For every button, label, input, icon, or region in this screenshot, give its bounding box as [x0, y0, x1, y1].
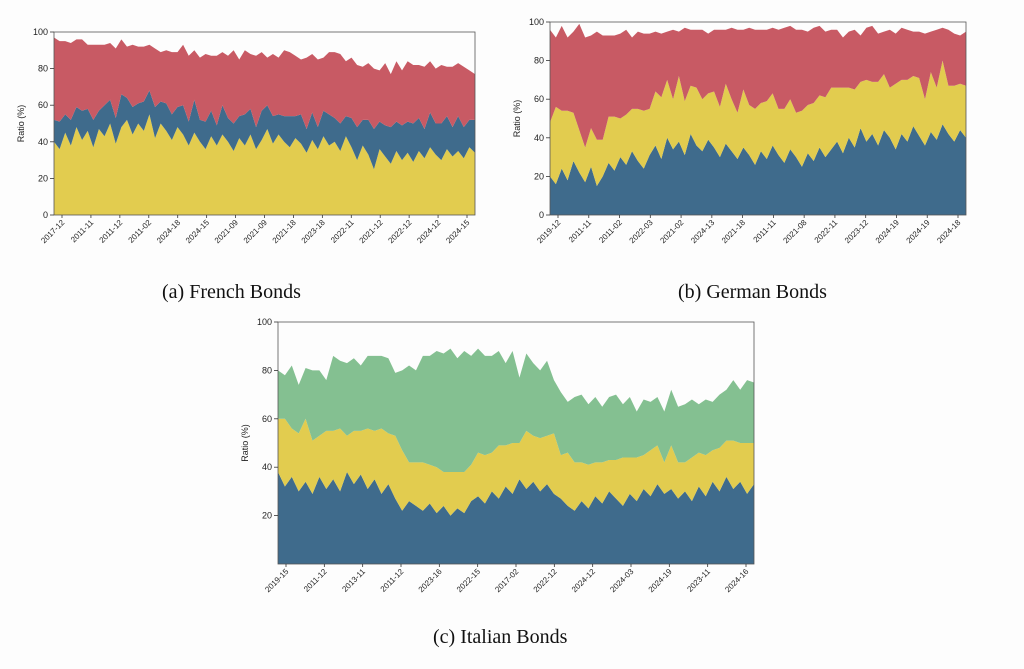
x-tick-label: 2024-16 — [723, 567, 751, 595]
y-tick-label: 60 — [262, 414, 272, 424]
area-series-blue — [278, 472, 754, 564]
x-tick-label: 2024-12 — [570, 567, 598, 595]
y-tick-label: 60 — [38, 100, 48, 110]
figure-german-bonds: 0 20 40 60 80 100 Ratio (%) 2019-12 2011-11 2011-… — [500, 0, 1024, 310]
area-series-red — [550, 23, 966, 148]
x-tick-label: 2019-12 — [535, 218, 563, 246]
x-tick-label: 2022-12 — [532, 567, 560, 595]
x-tick-label: 2019-15 — [263, 567, 291, 595]
x-tick-label: 2021-09 — [242, 218, 270, 246]
x-tick-label: 2022-12 — [386, 218, 414, 246]
x-tick-label: 2011-11 — [69, 218, 96, 245]
x-tick-label: 2024-13 — [689, 218, 717, 246]
x-tick-label: 2022-03 — [628, 218, 656, 246]
y-axis-label: Ratio (%) — [512, 100, 522, 138]
plot-frame — [549, 21, 967, 216]
figure-french-bonds: 0 20 40 60 80 100 Ratio (%) 2017-12 2011-11 2011-… — [0, 0, 500, 310]
x-tick-label: 2017-02 — [493, 567, 521, 595]
figure-italian-bonds: 20 40 60 80 100 Ratio (%) 2019-15 2011-12 2013-1… — [0, 310, 1024, 669]
x-tick-label: 2024-18 — [155, 218, 183, 246]
y-tick-label: 60 — [534, 94, 544, 104]
x-tick-label: 2013-11 — [340, 567, 367, 594]
y-tick-label: 100 — [257, 317, 272, 327]
y-tick-label: 20 — [534, 171, 544, 181]
x-tick-label: 2023-12 — [843, 218, 871, 246]
x-tick-label: 2024-19 — [647, 567, 675, 595]
x-tick-label: 2024-18 — [935, 218, 963, 246]
x-tick-label: 2017-12 — [39, 218, 67, 246]
x-tick-label: 2023-18 — [300, 218, 328, 246]
x-tick-label: 2011-12 — [379, 567, 406, 594]
x-tick-label: 2023-16 — [417, 567, 445, 595]
plot-area — [54, 37, 475, 215]
x-tick-label: 2022-11 — [813, 218, 840, 245]
x-tick-label: 2023-11 — [685, 567, 712, 594]
x-tick-label: 2024-15 — [184, 218, 212, 246]
y-tick-label: 100 — [33, 27, 48, 37]
caption-italian-bonds: (c) Italian Bonds — [433, 626, 568, 648]
x-tick-label: 2024-15 — [444, 218, 472, 246]
y-axis-label: Ratio (%) — [240, 424, 250, 462]
x-tick-label: 2021-02 — [658, 218, 686, 246]
area-series-blue — [550, 124, 966, 215]
area-series-green — [278, 348, 754, 473]
y-tick-label: 20 — [38, 173, 48, 183]
area-series-yellow — [278, 418, 754, 516]
y-tick-label: 80 — [38, 64, 48, 74]
x-tick-label: 2021-18 — [720, 218, 748, 246]
caption-german-bonds: (b) German Bonds — [678, 281, 827, 303]
x-tick-label: 2011-11 — [752, 218, 779, 245]
area-series-yellow — [550, 60, 966, 187]
y-tick-label: 40 — [262, 462, 272, 472]
x-tick-label: 2024-03 — [608, 567, 636, 595]
y-tick-label: 20 — [262, 511, 272, 521]
x-tick-label: 2011-02 — [126, 218, 153, 245]
plot-area — [278, 348, 754, 564]
y-tick-label: 100 — [529, 17, 544, 27]
y-tick-label: 40 — [38, 137, 48, 147]
plot-area — [550, 23, 966, 215]
x-tick-label: 2024-12 — [415, 218, 443, 246]
x-tick-label: 2024-19 — [905, 218, 933, 246]
area-series-blue — [54, 90, 475, 170]
x-tick-label: 2011-02 — [597, 218, 624, 245]
x-tick-label: 2022-11 — [329, 218, 356, 245]
area-series-yellow — [54, 114, 475, 215]
x-tick-label: 2021-09 — [213, 218, 241, 246]
y-tick-label: 80 — [534, 56, 544, 66]
x-tick-label: 2021-18 — [271, 218, 299, 246]
y-tick-label: 80 — [262, 365, 272, 375]
y-tick-label: 0 — [43, 210, 48, 220]
caption-french-bonds: (a) French Bonds — [162, 281, 301, 303]
x-tick-label: 2021-08 — [781, 218, 809, 246]
y-tick-label: 0 — [539, 210, 544, 220]
x-tick-label: 2011-12 — [302, 567, 329, 594]
y-axis-label: Ratio (%) — [16, 105, 26, 143]
chart-italian-bonds: 20 40 60 80 100 Ratio (%) 2019-15 2011-12 2013-1… — [240, 317, 755, 595]
x-tick-label: 2021-12 — [358, 218, 386, 246]
area-series-red — [54, 37, 475, 129]
x-tick-label: 2022-15 — [455, 567, 483, 595]
x-tick-label: 2024-19 — [874, 218, 902, 246]
x-tick-label: 2011-11 — [567, 218, 594, 245]
x-tick-label: 2011-12 — [98, 218, 125, 245]
y-tick-label: 40 — [534, 133, 544, 143]
